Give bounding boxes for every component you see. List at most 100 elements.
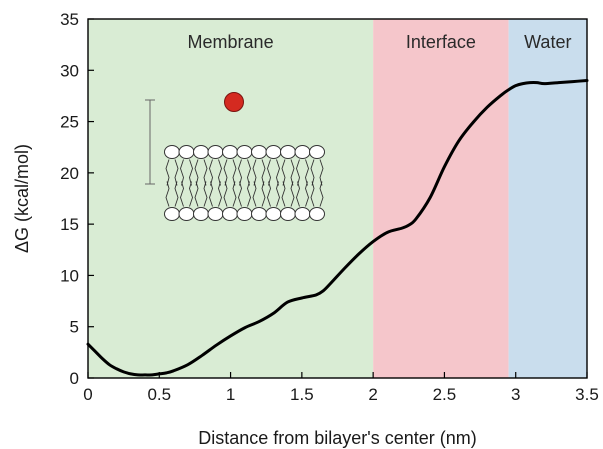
lipid-head [222,207,238,221]
x-tick-label: 3.5 [575,385,599,404]
lipid-tail [232,181,237,207]
lipid-head [222,145,238,159]
lipid-tail [165,181,170,207]
region-label-membrane: Membrane [188,32,274,52]
y-tick-label: 30 [60,61,79,80]
y-tick-label: 25 [60,113,79,132]
lipid-tail [267,181,271,207]
lipid-head [193,207,209,221]
lipid-head [251,145,267,159]
lipid-tail [252,159,257,186]
lipid-tail [252,181,257,207]
region-label-water: Water [524,32,571,52]
lipid-tail [276,159,280,186]
lipid-tail [180,181,184,207]
lipid-tail [276,181,280,207]
lipid-tail [290,159,295,186]
lipid-head [294,145,311,159]
lipid-head [251,207,267,221]
x-tick-label: 1 [226,385,235,404]
region-label-interface: Interface [406,32,476,52]
lipid-tail [218,181,222,207]
x-axis-ticks: 0 0.5 1 1.5 2 2.5 3 3.5 [83,372,599,404]
lipid-head [207,207,224,221]
lipid-head [309,145,325,159]
x-tick-label: 0 [83,385,92,404]
lipid-tail [194,181,199,207]
lipid-tail [174,181,179,207]
bilayer-schematic [145,92,325,221]
lipid-tail [189,159,193,186]
lipid-head [236,207,253,221]
lipid-tail [174,159,179,186]
lipid-tail [203,159,208,186]
lipid-head [164,207,180,221]
lipid-head [164,145,180,159]
lipid-tail [194,159,199,186]
x-tick-label: 3 [511,385,520,404]
lipid-tail [238,181,242,207]
series-line-0 [86,79,589,377]
lipid-tail [165,159,170,186]
lipid-head [265,207,282,221]
lipid-head [193,145,209,159]
y-tick-label: 20 [60,164,79,183]
x-tick-label: 0.5 [147,385,171,404]
lipid-tail [223,181,228,207]
solute-particle [224,92,244,112]
y-tick-label: 15 [60,215,79,234]
lipid-head [207,145,224,159]
lipid-tail [310,159,315,186]
lipid-head [309,207,325,221]
lipid-head [265,145,282,159]
lipid-tail [305,181,309,207]
region-labels: Membrane Interface Water [188,32,572,52]
lipid-tail [232,159,237,186]
y-tick-label: 35 [60,10,79,29]
lipid-head [178,145,195,159]
lipid-tail [319,159,324,186]
lipid-tail [319,181,324,207]
region-bands [88,19,587,378]
lipid-tail [261,159,266,186]
lipid-head [294,207,311,221]
lipid-tail [247,159,251,186]
plot-frame [87,18,588,379]
lipid-tail [310,181,315,207]
lipid-tail [180,159,184,186]
lipid-tail [203,181,208,207]
lipid-head [178,207,195,221]
lipid-head [280,145,296,159]
lipid-tail [218,159,222,186]
lipid-head [280,207,296,221]
lipid-tail [267,159,271,186]
x-axis-title: Distance from bilayer's center (nm) [198,428,477,448]
region-band-membrane [88,19,374,378]
lipid-tail [296,159,300,186]
lipid-tail [281,181,286,207]
lipid-tail [189,181,193,207]
y-tick-label: 5 [70,318,79,337]
x-tick-label: 2 [368,385,377,404]
lipid-tail [296,181,300,207]
y-tick-label: 10 [60,266,79,285]
lipid-tail [305,159,309,186]
y-axis-ticks: 0 5 10 15 20 25 30 35 [60,10,94,388]
region-band-water [508,19,587,378]
data-series [86,79,589,377]
lipid-tail [209,181,213,207]
region-band-interface [373,19,509,378]
y-axis-title: ΔG (kcal/mol) [12,144,32,253]
lipid-tail [238,159,242,186]
lipid-tail [209,159,213,186]
x-tick-label: 1.5 [290,385,314,404]
lipid-tail [281,159,286,186]
lipid-tail [261,181,266,207]
lipid-tail [290,181,295,207]
y-tick-label: 0 [70,369,79,388]
lipid-tail [223,159,228,186]
lipid-tail [247,181,251,207]
lipid-head [236,145,253,159]
x-tick-label: 2.5 [433,385,457,404]
